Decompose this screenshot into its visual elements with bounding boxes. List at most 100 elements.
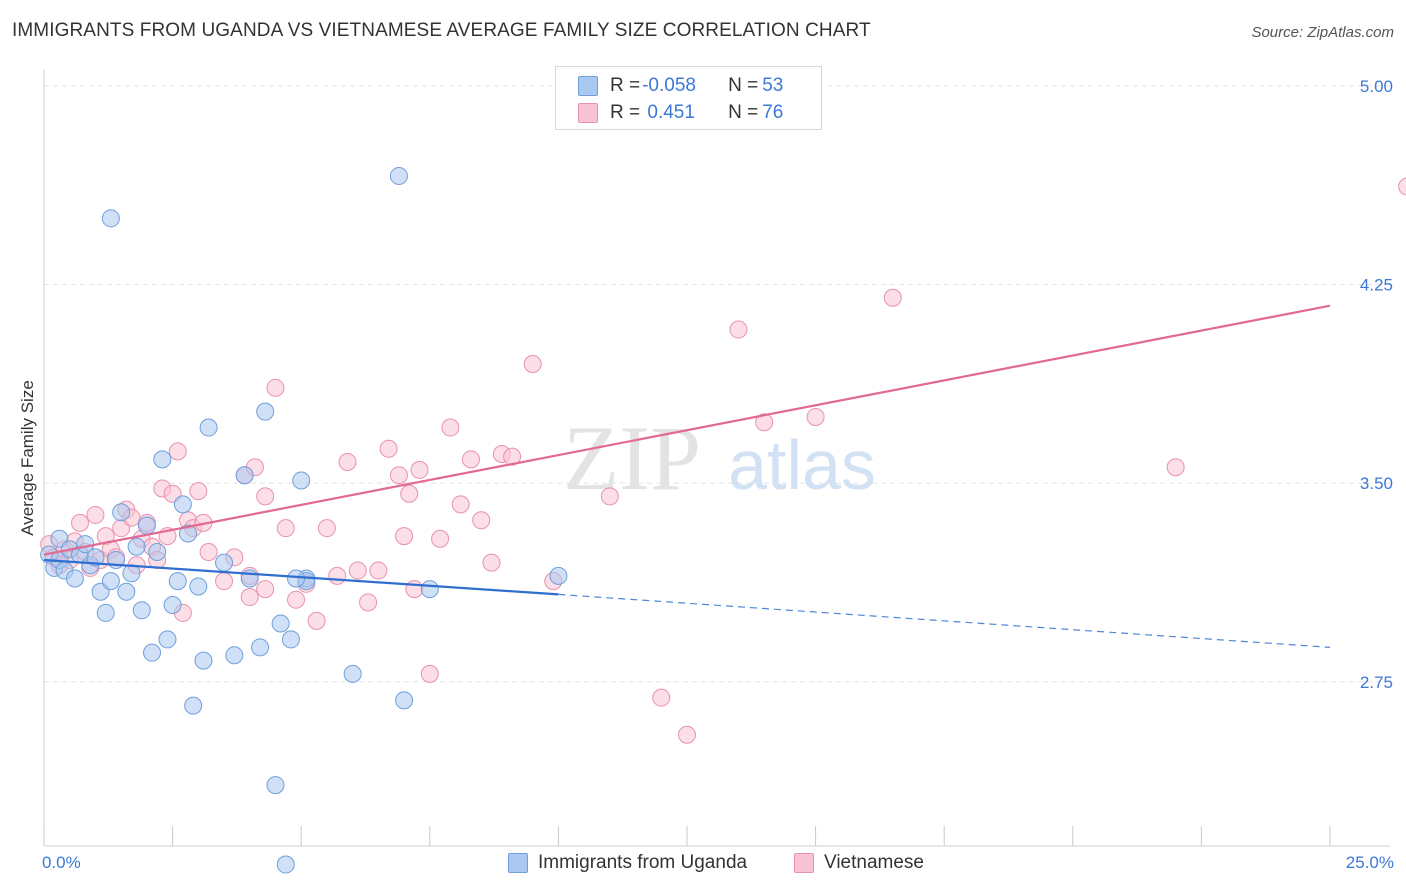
n-label: N = (728, 102, 759, 123)
vietnamese-point (755, 413, 774, 432)
source-label: Source: ZipAtlas.com (1251, 24, 1394, 41)
vietnamese-point (348, 561, 367, 580)
uganda-point (127, 537, 146, 556)
vietnamese-point (379, 439, 398, 458)
uganda-trend-line (43, 558, 559, 596)
y-tick-label: 2.75 (1360, 673, 1393, 692)
vietnamese-point (652, 688, 671, 707)
vietnamese-point (729, 320, 748, 339)
r-value: -0.058 (642, 75, 696, 96)
vietnamese-point (451, 495, 470, 514)
series-uganda (40, 166, 568, 874)
uganda-point (163, 595, 182, 614)
y-tick-label: 5.00 (1360, 77, 1393, 96)
uganda-point (101, 572, 120, 591)
uganda-point (256, 402, 275, 421)
uganda-point (276, 855, 295, 874)
vietnamese-swatch (578, 103, 598, 123)
n-value: 76 (762, 102, 784, 123)
uganda-point (266, 776, 285, 795)
legend-item-vietnamese: Vietnamese (794, 852, 924, 874)
uganda-point (215, 553, 234, 572)
vietnamese-point (420, 664, 439, 683)
vietnamese-point (431, 529, 450, 548)
x-tick-label-max: 25.0% (1345, 853, 1394, 872)
vietnamese-point (883, 288, 902, 307)
uganda-point (389, 166, 408, 185)
y-tick-labels: 2.75 3.50 4.25 5.00 (1360, 77, 1393, 692)
vietnamese-point (328, 566, 347, 585)
uganda-swatch (578, 76, 598, 96)
vietnamese-point (266, 378, 285, 397)
uganda-point (86, 548, 105, 567)
uganda-point (101, 209, 120, 228)
uganda-point (189, 577, 208, 596)
vietnamese-point (523, 354, 542, 373)
vietnamese-point (215, 572, 234, 591)
uganda-point (194, 651, 213, 670)
vietnamese-point (405, 580, 424, 599)
chart-title: IMMIGRANTS FROM UGANDA VS VIETNAMESE AVE… (12, 20, 871, 41)
vietnamese-point (472, 511, 491, 530)
stats-row-vietnamese: R = 0.451 N = 76 (578, 100, 783, 126)
uganda-point (122, 564, 141, 583)
vietnamese-point (482, 553, 501, 572)
vietnamese-point (240, 588, 259, 607)
uganda-point (168, 572, 187, 591)
uganda-point (199, 418, 218, 437)
vietnamese-point (369, 561, 388, 580)
r-label: R = (610, 75, 641, 96)
r-value: 0.451 (642, 102, 695, 123)
uganda-point (137, 516, 156, 535)
vietnamese-point (389, 466, 408, 485)
uganda-point (251, 638, 270, 657)
vietnamese-point (441, 418, 460, 437)
x-tick-label-min: 0.0% (42, 853, 81, 872)
uganda-point (153, 450, 172, 469)
vietnamese-trend-line (43, 304, 1331, 556)
uganda-point (395, 691, 414, 710)
trend-lines (43, 304, 1331, 648)
n-value: 53 (762, 75, 784, 96)
vietnamese-point (256, 487, 275, 506)
axes (43, 70, 1390, 847)
series-vietnamese (40, 177, 1406, 744)
uganda-point (549, 566, 568, 585)
vietnamese-point (256, 580, 275, 599)
uganda-point (173, 495, 192, 514)
vietnamese-point (199, 543, 218, 562)
vietnamese-point (359, 593, 378, 612)
uganda-point (148, 543, 167, 562)
uganda-point (281, 630, 300, 649)
vietnamese-point (317, 519, 336, 538)
vietnamese-point (276, 519, 295, 538)
uganda-point (292, 471, 311, 490)
r-label: R = (610, 102, 641, 123)
uganda-point (112, 503, 131, 522)
vietnamese-point (86, 505, 105, 524)
uganda-legend-swatch (508, 853, 528, 873)
uganda-point (184, 696, 203, 715)
vietnamese-point (168, 442, 187, 461)
uganda-point (132, 601, 151, 620)
vietnamese-point (806, 407, 825, 426)
uganda-point (287, 569, 306, 588)
vietnamese-point (338, 452, 357, 471)
vietnamese-point (410, 460, 429, 479)
vietnamese-point (287, 590, 306, 609)
legend-item-uganda: Immigrants from Uganda (508, 852, 747, 874)
vietnamese-point (395, 527, 414, 546)
stats-row-uganda: R = -0.058 N = 53 (578, 73, 783, 99)
uganda-point (143, 643, 162, 662)
legend-label-uganda: Immigrants from Uganda (538, 852, 748, 873)
vietnamese-point (1398, 177, 1406, 196)
uganda-point (225, 646, 244, 665)
stats-legend: R = -0.058 N = 53 R = 0.451 N = 76 (555, 66, 822, 130)
uganda-point (96, 603, 115, 622)
watermark: ZIP atlas (563, 407, 876, 509)
vietnamese-point (503, 447, 522, 466)
vietnamese-point (461, 450, 480, 469)
n-label: N = (728, 75, 759, 96)
uganda-point (65, 569, 84, 588)
